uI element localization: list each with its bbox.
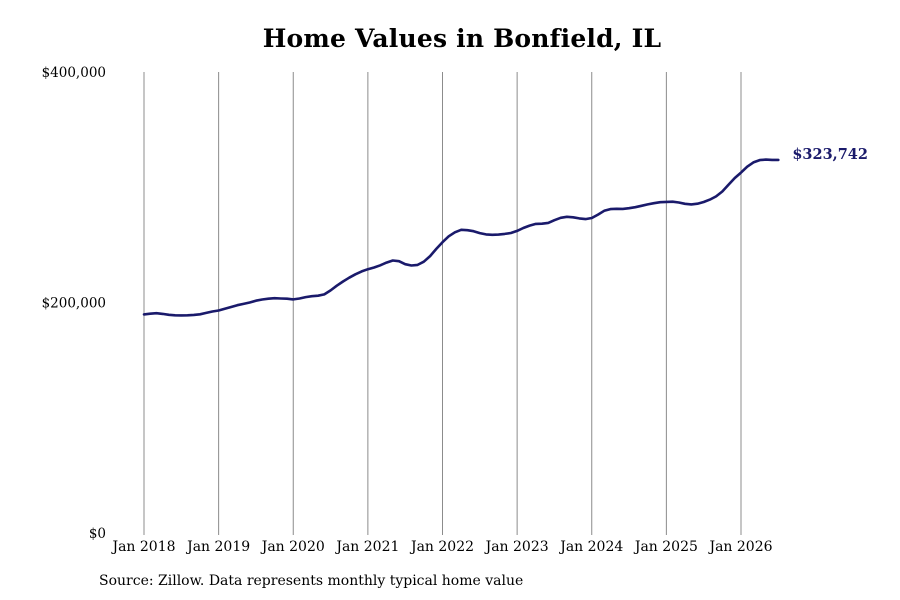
x-tick-label: Jan 2018 [110, 539, 175, 555]
y-axis-tick-labels: $0 $200,000 $400,000 [42, 65, 106, 542]
x-tick-label: Jan 2021 [334, 539, 399, 555]
x-tick-label: Jan 2022 [409, 539, 474, 555]
x-tick-label: Jan 2019 [185, 539, 250, 555]
chart-title: Home Values in Bonfield, IL [262, 24, 662, 53]
y-tick-label: $200,000 [42, 296, 106, 312]
x-tick-label: Jan 2023 [484, 539, 549, 555]
y-tick-label: $400,000 [42, 65, 106, 81]
series-layer: $323,742 [142, 146, 868, 317]
x-axis-tick-labels: Jan 2018 Jan 2019 Jan 2020 Jan 2021 Jan 2022… [110, 539, 772, 555]
y-tick-label: $0 [89, 526, 106, 542]
vertical-gridlines [143, 72, 742, 535]
series-end-label: $323,742 [792, 146, 868, 163]
x-tick-label: Jan 2026 [707, 539, 772, 555]
series-line-0 [142, 158, 780, 317]
source-note: Source: Zillow. Data represents monthly … [99, 573, 524, 589]
x-tick-label: Jan 2025 [633, 539, 698, 555]
x-tick-label: Jan 2020 [260, 539, 325, 555]
x-tick-label: Jan 2024 [558, 539, 623, 555]
